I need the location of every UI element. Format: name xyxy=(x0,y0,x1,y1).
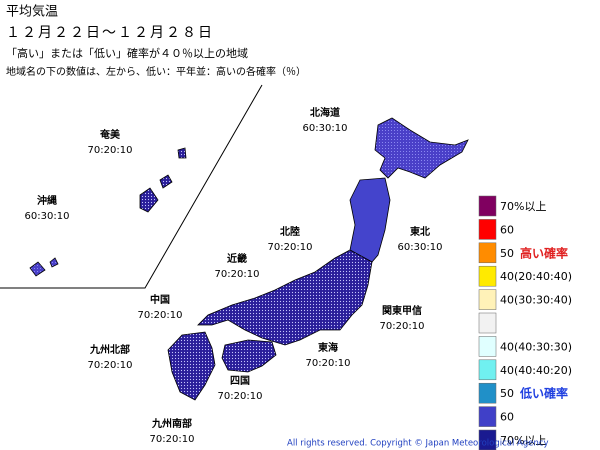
legend-swatch xyxy=(478,265,497,287)
region-name: 東海 xyxy=(318,341,338,354)
tohoku xyxy=(349,177,391,263)
legend-label: 60 xyxy=(500,223,514,236)
legend-swatch xyxy=(478,289,497,310)
legend-swatch xyxy=(478,219,497,240)
region-name: 近畿 xyxy=(227,252,247,265)
legend-label: 50 xyxy=(500,247,514,260)
inset-border xyxy=(0,84,263,289)
region-name: 東北 xyxy=(410,225,430,238)
legend-swatch xyxy=(478,382,497,404)
legend-label: 40(40:40:20) xyxy=(500,364,572,377)
legend-swatch xyxy=(478,359,497,381)
region-name: 関東甲信 xyxy=(382,304,422,317)
kyushu xyxy=(167,331,216,401)
legend-swatch xyxy=(478,195,497,217)
region-name: 九州南部 xyxy=(151,417,192,430)
note: 地域名の下の数値は、左から、低い：平年並：高いの各確率（％） xyxy=(6,65,306,78)
legend-label: 70%以上 xyxy=(500,200,546,213)
region-probabilities: 70:20:10 xyxy=(215,269,260,280)
region-probabilities: 60:30:10 xyxy=(303,123,348,134)
region-probabilities: 70:20:10 xyxy=(306,358,351,369)
legend-label: 40(20:40:40) xyxy=(500,270,572,283)
legend-label: 40(30:30:40) xyxy=(500,294,572,307)
legend-swatch xyxy=(478,312,497,334)
region-probabilities: 70:20:10 xyxy=(218,391,263,402)
map-shapes xyxy=(29,117,469,401)
legend-label: 70%以上 xyxy=(500,434,546,447)
period: １２月２２日～１２月２８日 xyxy=(6,25,214,41)
region-name: 北陸 xyxy=(280,225,300,238)
shikoku xyxy=(221,339,277,373)
region-probabilities: 70:20:10 xyxy=(138,310,183,321)
region-probabilities: 70:20:10 xyxy=(268,242,313,253)
legend-swatch xyxy=(478,242,497,264)
region-name: 四国 xyxy=(230,375,250,387)
okinawa xyxy=(29,257,59,277)
region-name: 沖縄 xyxy=(37,194,57,207)
copyright: All rights reserved. Copyright © Japan M… xyxy=(287,439,549,449)
subtitle: 「高い」または「低い」確率が４０％以上の地域 xyxy=(6,46,248,60)
legend-swatch xyxy=(478,406,497,427)
region-name: 北海道 xyxy=(310,106,340,119)
region-name: 九州北部 xyxy=(89,343,130,356)
legend-label: 60 xyxy=(500,411,514,424)
amami xyxy=(139,147,187,213)
legend-label: 40(40:30:30) xyxy=(500,340,572,353)
hokkaido xyxy=(374,117,469,179)
legend-swatch xyxy=(478,429,497,450)
honshu xyxy=(197,249,373,346)
legend-low: 低い確率 xyxy=(519,386,568,401)
legend-high: 高い確率 xyxy=(520,245,568,260)
region-probabilities: 70:20:10 xyxy=(150,434,195,445)
legend-swatch xyxy=(478,336,497,357)
title: 平均気温 xyxy=(6,4,58,20)
region-probabilities: 60:30:10 xyxy=(25,211,70,222)
region-probabilities: 70:20:10 xyxy=(88,360,133,371)
region-name: 奄美 xyxy=(99,128,121,141)
legend-label: 50 xyxy=(500,387,514,400)
region-probabilities: 70:20:10 xyxy=(380,321,425,332)
region-probabilities: 60:30:10 xyxy=(398,242,443,253)
region-name: 中国 xyxy=(150,293,170,306)
region-probabilities: 70:20:10 xyxy=(88,145,133,156)
